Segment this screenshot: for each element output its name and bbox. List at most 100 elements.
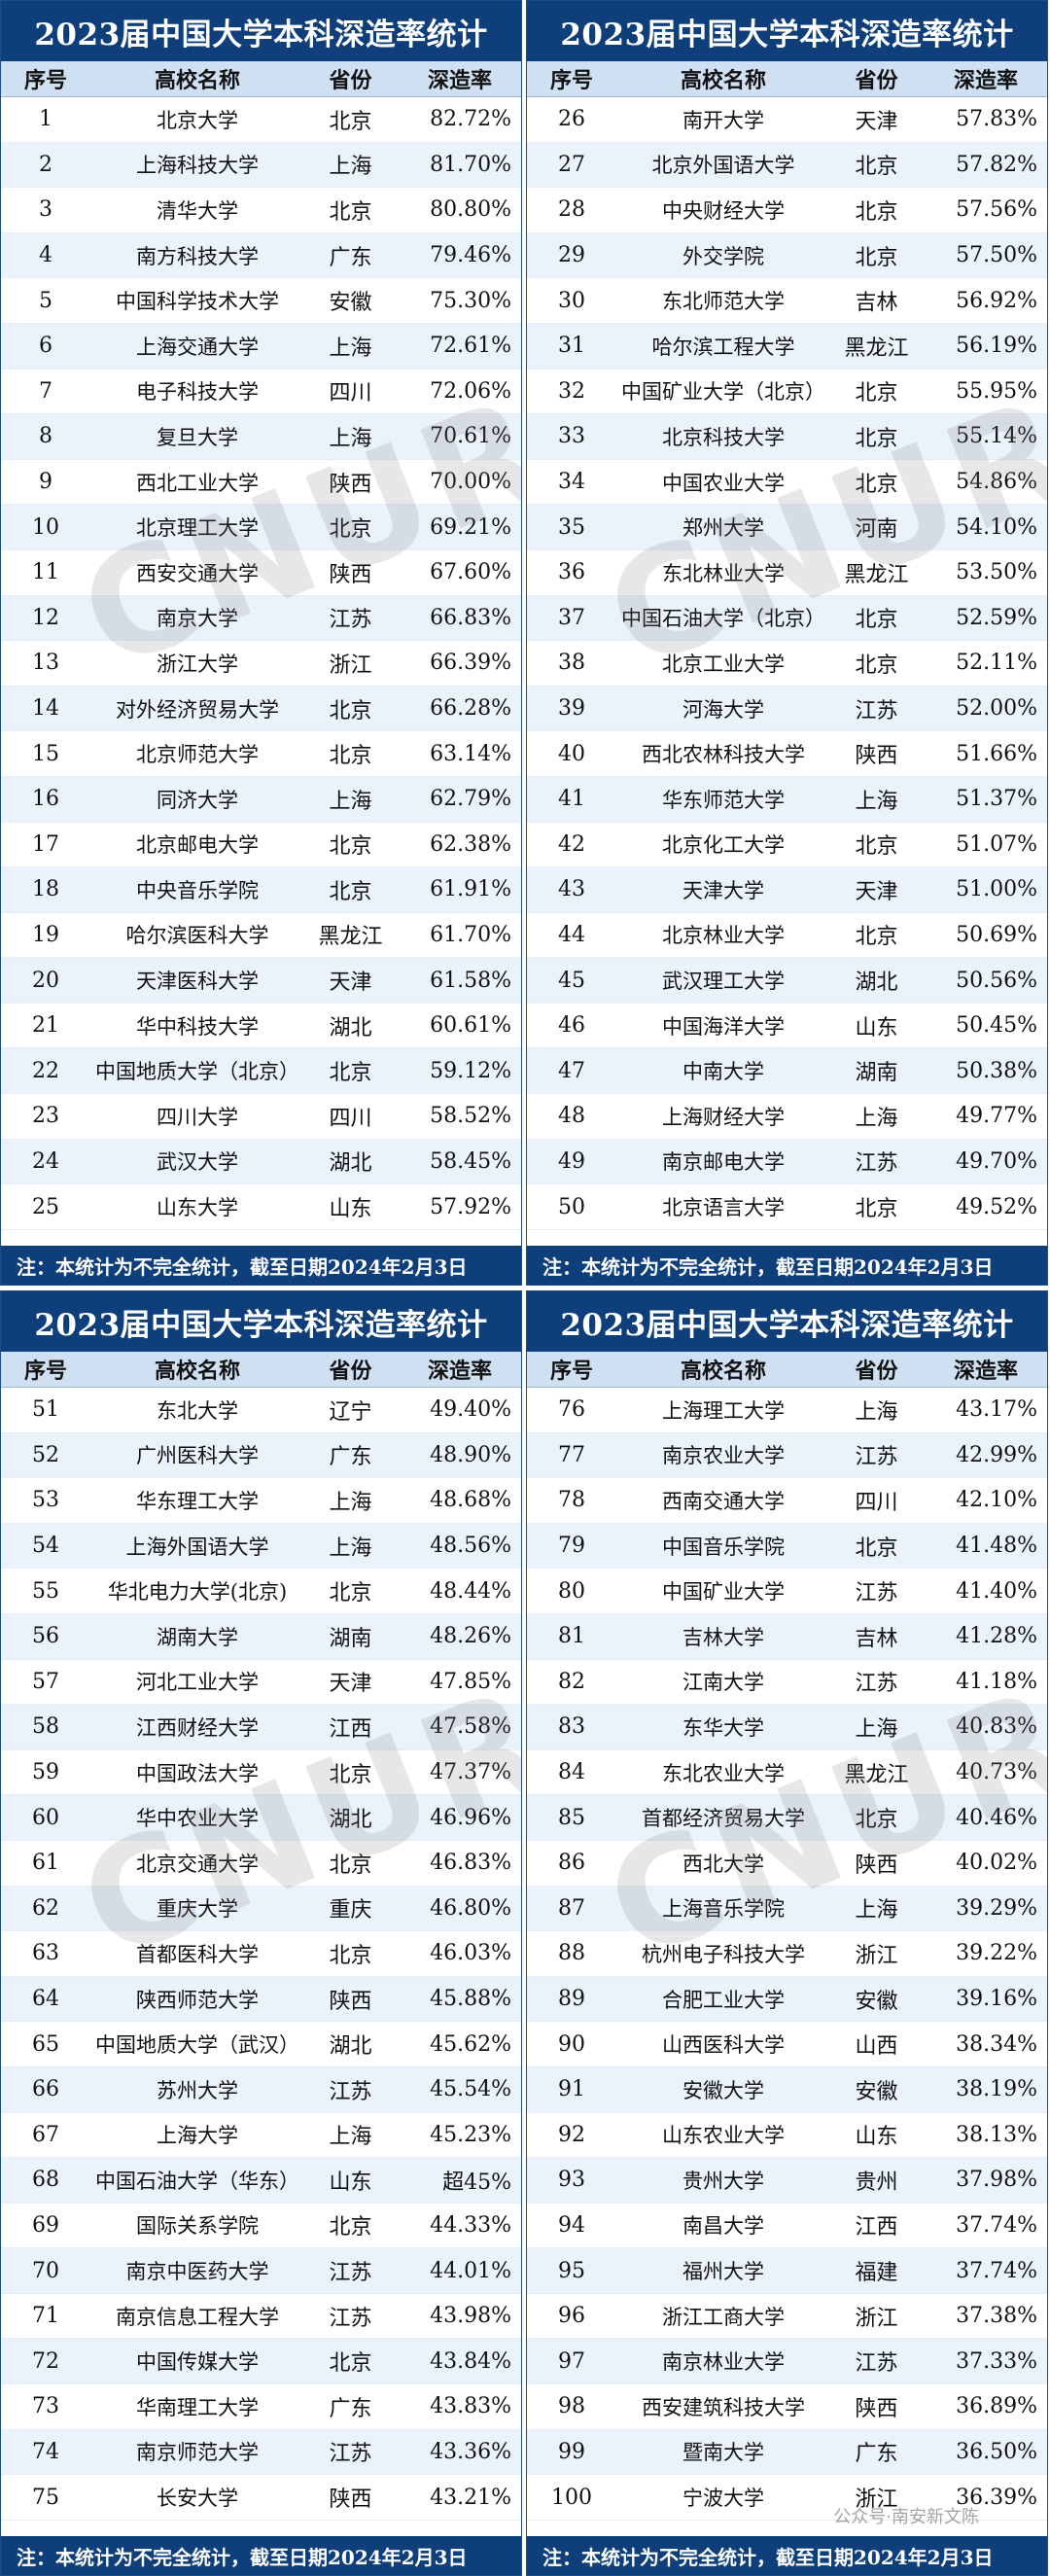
province-cell: 北京	[855, 925, 898, 950]
school-name-cell: 华东师范大学	[662, 788, 785, 812]
province-cell: 四川	[329, 1106, 372, 1131]
school-name-cell: 西南交通大学	[662, 1489, 785, 1513]
rank-cell: 42	[558, 831, 585, 857]
header-rank: 序号	[549, 1359, 593, 1384]
province-cell: 江苏	[329, 2442, 372, 2467]
school-name-cell: 北京师范大学	[136, 743, 259, 767]
rate-cell: 70.00%	[430, 470, 511, 495]
school-name-cell: 北京大学	[157, 108, 238, 132]
rank-cell: 88	[558, 1941, 585, 1966]
rate-cell: 39.16%	[956, 1987, 1037, 2012]
school-name-cell: 首都经济贸易大学	[642, 1807, 805, 1831]
province-cell: 湖北	[329, 2034, 372, 2060]
school-name-cell: 中央财经大学	[662, 198, 785, 223]
rank-cell: 15	[32, 741, 59, 766]
table-row: 5 中国科学技术大学 安徽 75.30%	[1, 278, 521, 324]
rate-cell: 45.62%	[430, 2031, 511, 2057]
province-cell: 北京	[855, 834, 898, 860]
table-row: 88 杭州电子科技大学 浙江 39.22%	[527, 1931, 1047, 1977]
rank-cell: 83	[558, 1714, 585, 1740]
table-row: 3 清华大学 北京 80.80%	[1, 188, 521, 233]
school-name-cell: 北京邮电大学	[136, 833, 259, 858]
province-cell: 山东	[855, 2125, 898, 2150]
rank-cell: 57	[32, 1669, 59, 1694]
table-row: 30 东北师范大学 吉林 56.92%	[527, 278, 1047, 324]
province-cell: 四川	[329, 381, 372, 406]
rank-cell: 32	[558, 378, 585, 404]
table-row: 38 北京工业大学 北京 52.11%	[527, 641, 1047, 687]
school-name-cell: 对外经济贸易大学	[116, 697, 279, 722]
rate-cell: 50.56%	[956, 968, 1037, 993]
school-name-cell: 西安建筑科技大学	[642, 2395, 805, 2419]
rank-cell: 85	[558, 1805, 585, 1830]
province-cell: 上海	[855, 1898, 898, 1923]
table-row: 41 华东师范大学 上海 51.37%	[527, 776, 1047, 823]
rate-cell: 40.83%	[956, 1714, 1037, 1740]
province-cell: 湖北	[329, 1808, 372, 1833]
header-rate: 深造率	[953, 68, 1018, 93]
table-row: 28 中央财经大学 北京 57.56%	[527, 188, 1047, 233]
rate-cell: 67.60%	[430, 560, 511, 585]
rank-cell: 81	[558, 1624, 585, 1649]
rank-cell: 79	[558, 1534, 585, 1559]
rate-cell: 49.52%	[956, 1194, 1037, 1219]
table-row: 15 北京师范大学 北京 63.14%	[1, 731, 521, 777]
rate-cell: 46.96%	[430, 1805, 511, 1830]
table-row: 25 山东大学 山东 57.92%	[1, 1184, 521, 1230]
school-name-cell: 北京林业大学	[662, 924, 785, 948]
rate-cell: 45.88%	[430, 1987, 511, 2012]
header-school: 高校名称	[154, 1359, 240, 1384]
rank-cell: 6	[39, 334, 52, 359]
table-row: 59 中国政法大学 北京 47.37%	[1, 1750, 521, 1796]
table-row: 89 合肥工业大学 安徽 39.16%	[527, 1976, 1047, 2023]
table-row: 18 中央音乐学院 北京 61.91%	[1, 867, 521, 913]
province-cell: 上海	[329, 789, 372, 814]
province-cell: 黑龙江	[844, 1762, 909, 1787]
rank-cell: 70	[32, 2258, 59, 2283]
school-name-cell: 河北工业大学	[136, 1671, 259, 1695]
province-cell: 辽宁	[329, 1399, 372, 1425]
rank-cell: 64	[32, 1987, 59, 2012]
rank-cell: 54	[32, 1534, 59, 1559]
footnote: 注：本统计为不完全统计，截至日期2024年2月3日	[1, 1246, 521, 1285]
school-name-cell: 华东理工大学	[136, 1489, 259, 1513]
panel-title: 2023届中国大学本科深造率统计	[1, 1291, 521, 1352]
table-row: 75 长安大学 陕西 43.21%	[1, 2475, 521, 2521]
rate-cell: 39.22%	[956, 1941, 1037, 1966]
rank-cell: 87	[558, 1895, 585, 1921]
province-cell: 湖南	[329, 1626, 372, 1651]
rate-cell: 37.74%	[956, 2258, 1037, 2283]
province-cell: 广东	[329, 2396, 372, 2421]
school-name-cell: 南京邮电大学	[662, 1150, 785, 1175]
table-row: 61 北京交通大学 北京 46.83%	[1, 1841, 521, 1887]
rate-cell: 39.29%	[956, 1895, 1037, 1921]
school-name-cell: 东北大学	[157, 1398, 238, 1423]
table-header: 序号 高校名称 省份 深造率	[1, 61, 521, 97]
province-cell: 天津	[855, 879, 898, 904]
rank-cell: 47	[558, 1058, 585, 1083]
province-cell: 安徽	[855, 1989, 898, 2014]
rate-cell: 61.91%	[430, 877, 511, 902]
table-panel-2: 2023届中国大学本科深造率统计 序号 高校名称 省份 深造率 26 南开大学 天津…	[526, 0, 1048, 1286]
province-cell: 山东	[855, 1015, 898, 1041]
rank-cell: 96	[558, 2304, 585, 2329]
rank-cell: 60	[32, 1805, 59, 1830]
province-cell: 湖北	[329, 1151, 372, 1177]
school-name-cell: 东北农业大学	[662, 1761, 785, 1785]
table-row: 73 华南理工大学 广东 43.83%	[1, 2384, 521, 2430]
rate-cell: 57.82%	[956, 152, 1037, 177]
school-name-cell: 中国石油大学（北京）	[621, 607, 825, 631]
school-name-cell: 福州大学	[682, 2260, 764, 2284]
school-name-cell: 东北林业大学	[662, 561, 785, 585]
header-rate: 深造率	[427, 1359, 492, 1384]
rate-cell: 61.70%	[430, 922, 511, 947]
table-row: 96 浙江工商大学 浙江 37.38%	[527, 2294, 1047, 2340]
province-cell: 上海	[329, 2125, 372, 2150]
rate-cell: 43.83%	[430, 2394, 511, 2419]
school-name-cell: 上海外国语大学	[125, 1535, 269, 1559]
rate-cell: 43.17%	[956, 1397, 1037, 1423]
province-cell: 江苏	[855, 2351, 898, 2377]
table-row: 67 上海大学 上海 45.23%	[1, 2113, 521, 2159]
province-cell: 安徽	[329, 291, 372, 316]
rate-cell: 52.00%	[956, 696, 1037, 722]
